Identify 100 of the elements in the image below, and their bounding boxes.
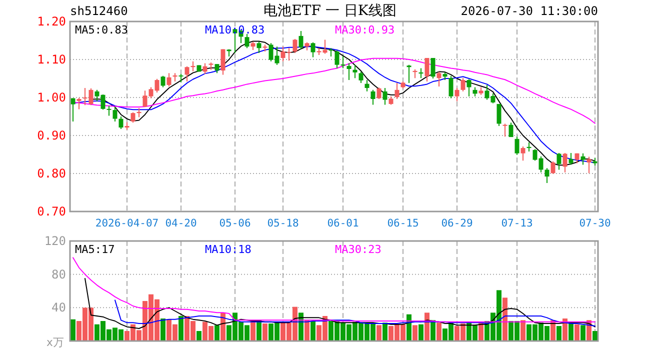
bar [196, 331, 202, 341]
x-tick-label: 06-15 [387, 218, 419, 230]
x-tick-label: 06-01 [327, 218, 359, 230]
bar [580, 325, 586, 341]
line-series [84, 278, 596, 329]
bar [250, 321, 256, 341]
text: MA30:23 [335, 243, 382, 256]
chart-title: 电池ETF 一 日K线图 [264, 3, 396, 19]
x-tick-label: 05-06 [219, 218, 251, 230]
candlestick [364, 80, 370, 92]
line-series [72, 257, 596, 322]
y-tick-label: 1.00 [37, 90, 66, 104]
candlestick [358, 71, 364, 84]
candlestick [514, 136, 520, 156]
bar [556, 326, 562, 341]
candlestick [580, 152, 586, 166]
candlestick [76, 97, 82, 110]
candlestick [310, 42, 316, 58]
bar [424, 312, 430, 341]
text: 2026-07-30 11:30:00 [460, 4, 598, 18]
text: MA10:18 [205, 243, 252, 256]
bar [304, 320, 310, 341]
candlestick [382, 88, 388, 106]
candlestick [562, 152, 568, 173]
line-series [114, 300, 596, 326]
y-tick-label: 0.70 [37, 204, 66, 218]
x-tick-label: 07-13 [501, 218, 533, 230]
y-tick-label: 0.80 [37, 166, 66, 180]
bar [418, 324, 424, 341]
y-tick-label: 1.20 [37, 14, 66, 28]
candlestick [376, 87, 382, 100]
candlestick [166, 72, 172, 87]
candlestick [106, 105, 112, 116]
bar [568, 324, 574, 341]
candlestick [436, 71, 442, 87]
x-tick-label: 07-30 [579, 218, 611, 230]
candlestick [244, 34, 250, 49]
candlestick [544, 168, 550, 184]
y-tick-label: 40 [52, 300, 66, 315]
bar [592, 331, 598, 341]
candlestick [220, 48, 226, 76]
bar [436, 322, 442, 341]
y-tick-label: 80 [52, 267, 66, 282]
bar [160, 318, 166, 341]
candlestick [556, 152, 562, 170]
text: MA5:0.83 [75, 24, 128, 36]
bar [262, 324, 268, 341]
candlestick [550, 160, 556, 174]
candlestick [118, 116, 124, 130]
candlestick [394, 82, 400, 100]
candlestick [292, 38, 298, 54]
series-label: MA10:0.83 [205, 24, 265, 36]
candlestick [586, 156, 592, 174]
y-tick-label: 1.10 [37, 52, 66, 66]
text: MA5:17 [75, 243, 115, 256]
bar [178, 316, 184, 341]
candlestick [508, 122, 514, 138]
candlestick [112, 106, 118, 122]
series-label: MA30:0.93 [335, 24, 395, 36]
candlestick [520, 146, 526, 162]
candlestick [406, 64, 412, 84]
candlestick [424, 57, 430, 82]
candlestick [370, 89, 376, 106]
bar [382, 322, 388, 341]
candlestick [130, 112, 136, 124]
bar [502, 298, 508, 341]
candlestick [454, 88, 460, 102]
candlestick [568, 152, 574, 166]
bar [574, 324, 580, 341]
candlestick [298, 30, 304, 50]
bar [376, 325, 382, 341]
candlestick [346, 62, 352, 81]
bar [412, 325, 418, 341]
candlestick [256, 41, 262, 54]
candlestick [178, 73, 184, 83]
candlestick [328, 48, 334, 57]
candlestick [70, 98, 76, 122]
candlestick [430, 57, 436, 79]
candlestick [502, 123, 508, 138]
x-tick-label: 04-20 [165, 218, 197, 230]
text: sh512460 [70, 4, 128, 18]
x-tick-label: 05-18 [267, 218, 299, 230]
bar [214, 325, 220, 341]
candlestick [184, 66, 190, 82]
bar [310, 321, 316, 341]
candlestick [448, 75, 454, 99]
y-axis-title: x万 [46, 336, 64, 349]
candlestick [496, 103, 502, 126]
x-tick-label: 06-29 [441, 218, 473, 230]
candlestick [160, 75, 166, 88]
candlestick [472, 86, 478, 97]
candlestick [460, 78, 466, 92]
candlestick [466, 78, 472, 97]
candlestick [214, 64, 220, 74]
y-tick-label: 120 [44, 234, 66, 248]
x-tick-label: 2026-04-07 [95, 218, 159, 230]
candlestick [352, 64, 358, 79]
candlestick [202, 62, 208, 74]
bar [520, 320, 526, 341]
y-tick-label: 0.90 [37, 128, 66, 142]
